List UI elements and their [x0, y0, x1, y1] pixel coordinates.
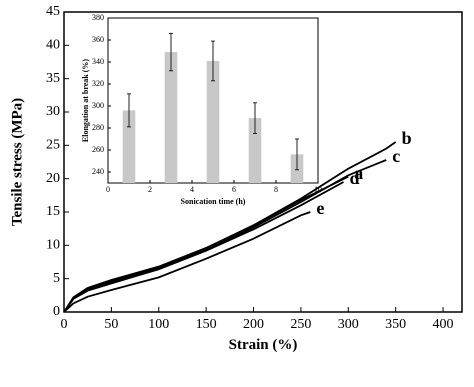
error-bar — [211, 40, 215, 82]
x-tick-label: 10 — [314, 185, 322, 194]
error-bar — [253, 102, 257, 134]
x-tick-label: 50 — [104, 317, 118, 332]
x-tick-label: 400 — [433, 317, 454, 332]
bar — [164, 52, 178, 183]
x-tick-label: 350 — [385, 317, 406, 332]
x-tick-label: 2 — [148, 185, 152, 194]
stress-curve — [63, 211, 311, 313]
error-bar — [127, 93, 131, 128]
y-tick-label: 240 — [92, 167, 104, 176]
stress-curve — [63, 181, 344, 313]
stress-curve — [63, 175, 349, 313]
x-axis-title: Strain (%) — [229, 337, 298, 353]
curve-label: c — [392, 146, 400, 166]
y-tick-label: 20 — [46, 171, 60, 186]
x-tick-label: 200 — [243, 317, 264, 332]
bar — [248, 118, 262, 183]
x-tick-label: 4 — [190, 185, 194, 194]
y-tick-label: 45 — [46, 4, 60, 19]
y-tick-label: 0 — [53, 304, 60, 319]
curve-label: b — [402, 128, 412, 148]
curve-label: d — [350, 168, 360, 188]
curve-label: e — [316, 198, 324, 218]
y-tick-label: 320 — [92, 79, 104, 88]
y-tick-label: 360 — [92, 35, 104, 44]
y-tick-label: 380 — [92, 13, 104, 22]
y-tick-label: 25 — [46, 138, 60, 153]
x-tick-label: 250 — [290, 317, 311, 332]
x-tick-label: 150 — [196, 317, 217, 332]
error-bar — [295, 138, 299, 171]
y-tick-label: 5 — [53, 271, 60, 286]
x-tick-label: 300 — [338, 317, 359, 332]
y-tick-label: 15 — [46, 204, 60, 219]
x-axis-title: Sonication time (h) — [181, 197, 246, 206]
bar — [206, 60, 220, 183]
y-tick-label: 40 — [46, 38, 60, 53]
curve-label: a — [354, 163, 363, 183]
y-tick-label: 30 — [46, 104, 60, 119]
bar — [122, 110, 136, 183]
x-tick-label: 0 — [106, 185, 110, 194]
y-axis-title: Elongation at break (%) — [81, 59, 90, 143]
x-tick-label: 0 — [61, 317, 68, 332]
y-tick-label: 280 — [92, 123, 104, 132]
y-tick-label: 300 — [92, 101, 104, 110]
error-bar — [169, 32, 173, 72]
x-tick-label: 100 — [148, 317, 169, 332]
x-tick-label: 6 — [232, 185, 236, 194]
y-axis-title: Tensile stress (MPa) — [9, 98, 25, 226]
y-tick-label: 260 — [92, 145, 104, 154]
x-tick-label: 8 — [274, 185, 278, 194]
y-tick-label: 340 — [92, 57, 104, 66]
y-tick-label: 35 — [46, 71, 60, 86]
y-tick-label: 10 — [46, 238, 60, 253]
